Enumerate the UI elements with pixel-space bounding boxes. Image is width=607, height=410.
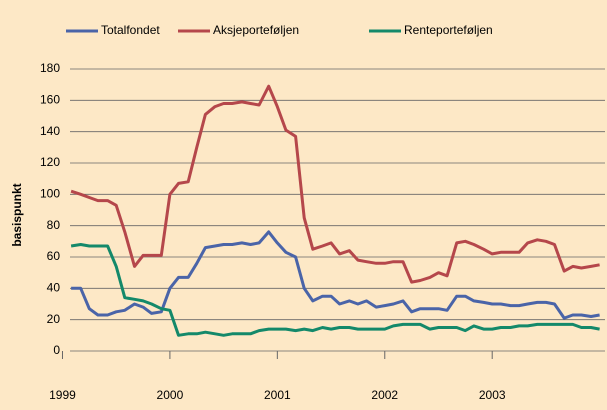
y-tick-label: 100 (40, 187, 60, 201)
y-tick-label: 160 (40, 93, 60, 107)
y-tick-label: 180 (40, 61, 60, 75)
legend-label: Aksjeporteføljen (213, 23, 299, 37)
series-line (70, 84, 600, 284)
y-tick-label: 140 (40, 124, 60, 138)
y-axis-label: basispunkt (10, 183, 24, 246)
y-tick-label: 40 (47, 281, 61, 295)
x-tick-label: 2002 (371, 388, 398, 402)
series-line (71, 230, 600, 320)
legend-label: Totalfondet (101, 23, 160, 37)
y-tick-label: 0 (53, 343, 60, 357)
x-tick-label: 2000 (157, 388, 184, 402)
x-tick-label: 1999 (49, 388, 76, 402)
series-line (70, 243, 600, 337)
x-tick-label: 2003 (479, 388, 506, 402)
x-tick-label: 2001 (264, 388, 291, 402)
y-tick-label: 60 (47, 249, 61, 263)
legend-label: Renteporteføljen (404, 23, 493, 37)
y-tick-label: 120 (40, 155, 60, 169)
y-tick-label: 80 (47, 218, 61, 232)
y-tick-label: 20 (47, 312, 61, 326)
